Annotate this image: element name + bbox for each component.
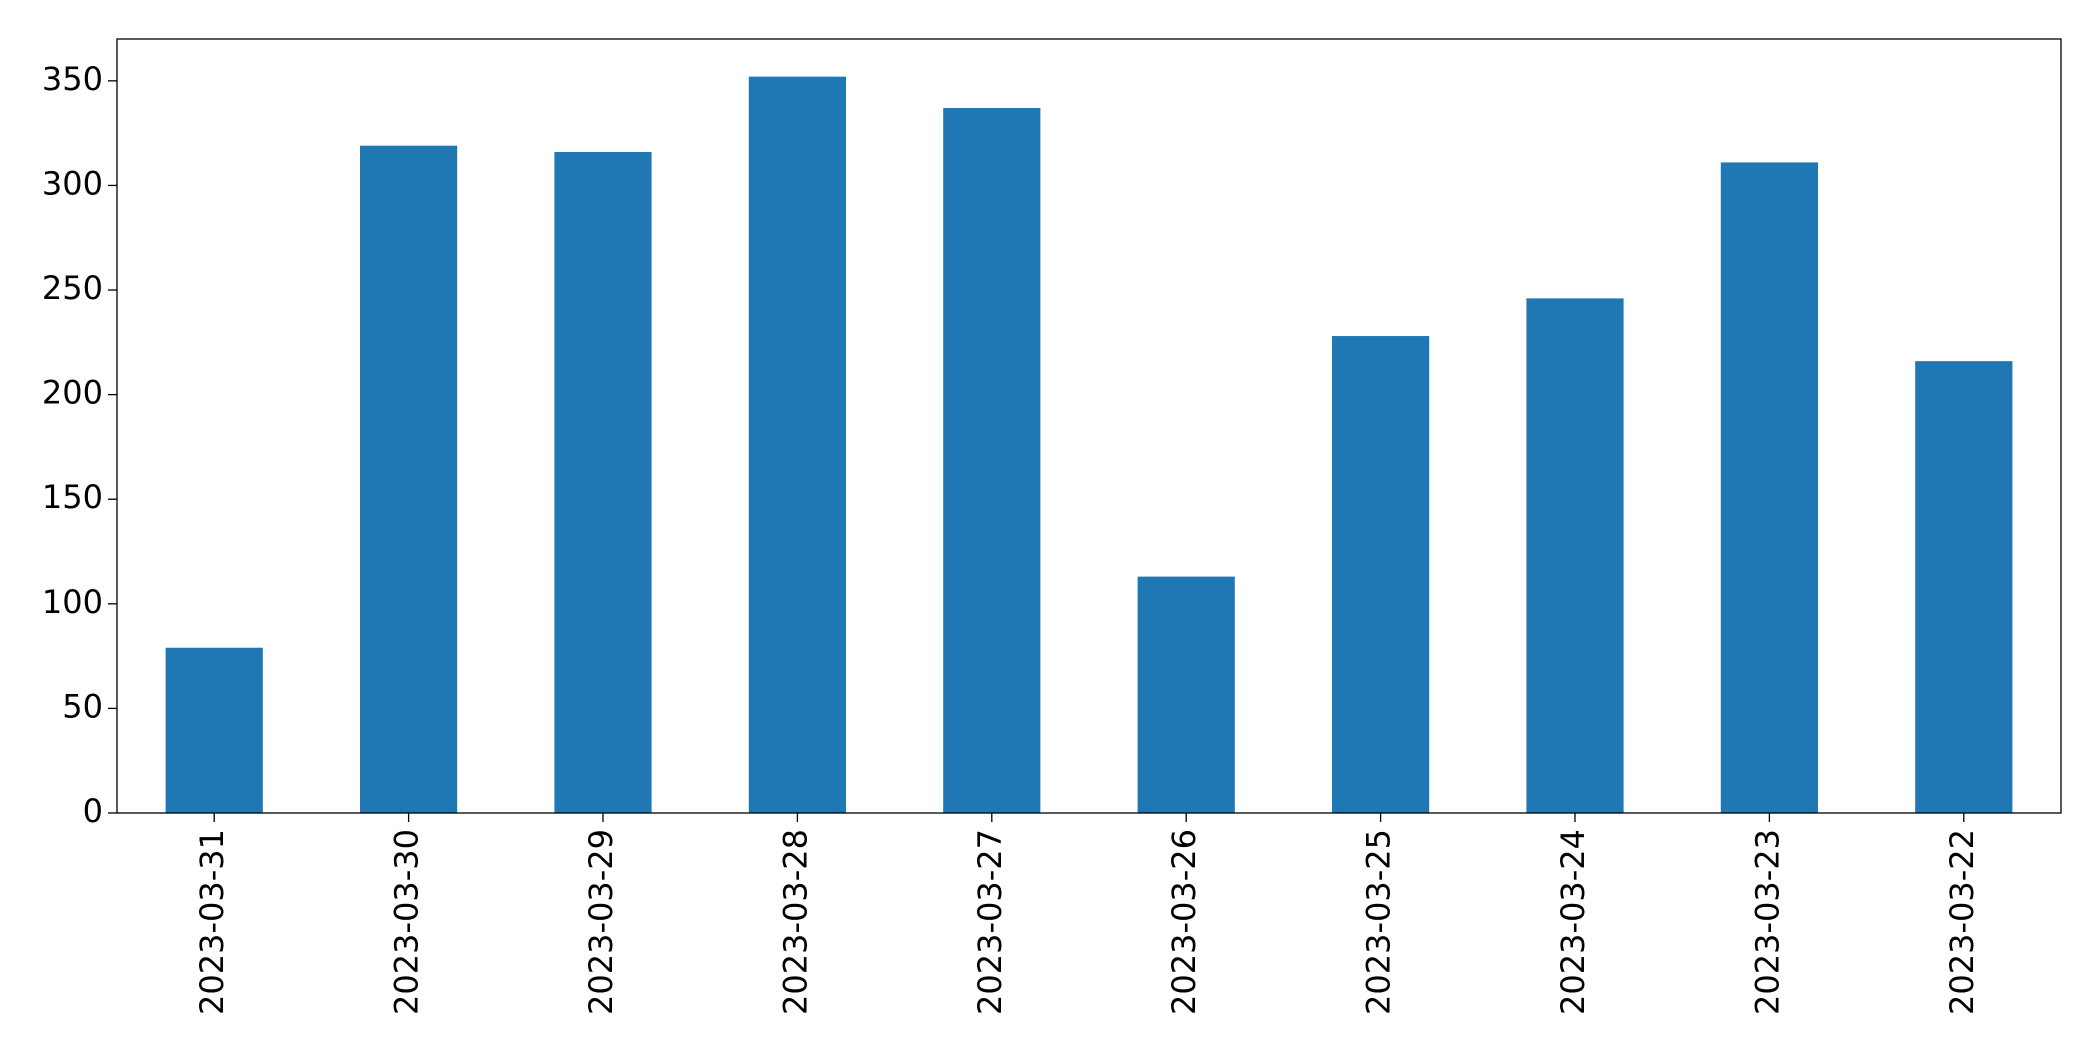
bar: [360, 145, 458, 813]
bar: [554, 151, 652, 813]
bar: [748, 76, 846, 813]
bar: [1720, 162, 1818, 813]
x-tick-label: 2023-03-27: [971, 829, 1009, 1015]
x-tick-label: 2023-03-23: [1748, 829, 1786, 1015]
y-tick-label: 250: [42, 269, 103, 307]
x-tick-label: 2023-03-31: [193, 829, 231, 1015]
bar: [165, 647, 263, 813]
bar: [1137, 576, 1235, 813]
y-tick-label: 200: [42, 374, 103, 412]
x-tick-label: 2023-03-28: [776, 829, 814, 1015]
x-tick-label: 2023-03-24: [1554, 829, 1592, 1015]
bar: [943, 108, 1041, 814]
x-tick-label: 2023-03-29: [582, 829, 620, 1015]
bar: [1526, 298, 1624, 813]
bar: [1915, 361, 2013, 813]
y-tick-label: 300: [42, 164, 103, 202]
y-tick-label: 150: [42, 478, 103, 516]
x-tick-label: 2023-03-30: [388, 829, 426, 1015]
y-tick-label: 100: [42, 583, 103, 621]
x-tick-label: 2023-03-25: [1360, 829, 1398, 1015]
y-tick-label: 0: [83, 792, 103, 830]
x-tick-label: 2023-03-26: [1165, 829, 1203, 1015]
bar: [1332, 336, 1430, 813]
y-tick-label: 350: [42, 60, 103, 98]
y-tick-label: 50: [62, 687, 103, 725]
x-tick-label: 2023-03-22: [1943, 829, 1981, 1015]
plot-frame: [116, 38, 2062, 814]
